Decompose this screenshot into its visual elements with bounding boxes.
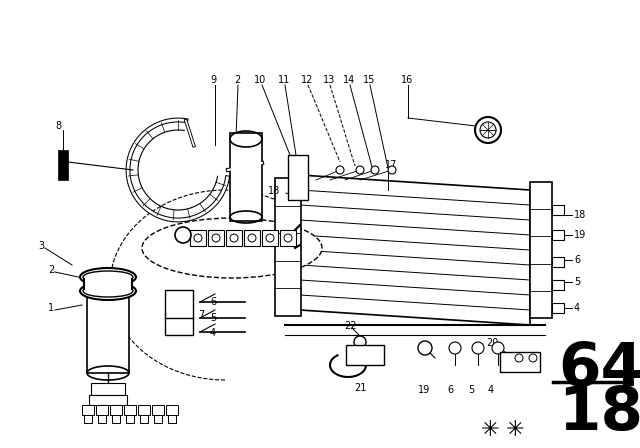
Circle shape — [388, 166, 396, 174]
Circle shape — [492, 342, 504, 354]
Text: 7: 7 — [198, 310, 204, 320]
Bar — [98, 415, 106, 423]
Text: 17: 17 — [385, 160, 397, 170]
Text: 10: 10 — [254, 75, 266, 85]
Bar — [275, 178, 301, 316]
Text: 8: 8 — [55, 121, 61, 131]
Bar — [500, 352, 540, 372]
Text: 16: 16 — [401, 75, 413, 85]
Circle shape — [266, 234, 274, 242]
Text: 20: 20 — [486, 338, 499, 348]
Text: 21: 21 — [354, 383, 366, 393]
Bar — [154, 415, 162, 423]
Text: 3: 3 — [38, 241, 44, 251]
Circle shape — [336, 166, 344, 174]
Circle shape — [248, 234, 256, 242]
Circle shape — [356, 166, 364, 174]
Text: 18: 18 — [574, 210, 586, 220]
Bar — [110, 405, 122, 415]
Bar — [244, 230, 260, 246]
Ellipse shape — [142, 218, 322, 278]
Text: 11: 11 — [278, 75, 291, 85]
Text: 19: 19 — [418, 385, 430, 395]
Text: 5: 5 — [468, 385, 474, 395]
Bar — [226, 230, 242, 246]
Text: ✳: ✳ — [481, 420, 499, 440]
Text: 13: 13 — [323, 75, 335, 85]
Circle shape — [418, 341, 432, 355]
Circle shape — [371, 166, 379, 174]
Bar — [96, 405, 108, 415]
Circle shape — [472, 342, 484, 354]
Bar — [552, 230, 564, 240]
Ellipse shape — [83, 271, 133, 283]
Circle shape — [230, 234, 238, 242]
Circle shape — [480, 122, 496, 138]
Bar — [91, 383, 125, 395]
Bar — [84, 279, 132, 289]
Circle shape — [515, 354, 523, 362]
Text: 18: 18 — [268, 186, 280, 196]
Ellipse shape — [80, 282, 136, 300]
Bar — [280, 230, 296, 246]
Text: 4: 4 — [488, 385, 494, 395]
Bar — [552, 205, 564, 215]
Bar — [166, 405, 178, 415]
Bar — [262, 230, 278, 246]
Circle shape — [175, 227, 191, 243]
Text: 15: 15 — [363, 75, 376, 85]
Text: 2: 2 — [48, 265, 54, 275]
Bar — [58, 150, 68, 180]
Bar — [288, 155, 308, 200]
Bar — [552, 257, 564, 267]
Text: 14: 14 — [343, 75, 355, 85]
Bar — [165, 290, 193, 335]
Bar — [152, 405, 164, 415]
Text: 9: 9 — [210, 75, 216, 85]
Bar — [346, 345, 384, 365]
Bar — [138, 405, 150, 415]
Text: 18: 18 — [558, 384, 640, 443]
Text: 12: 12 — [301, 75, 314, 85]
Text: 5: 5 — [210, 313, 216, 323]
Text: 4: 4 — [574, 303, 580, 313]
Bar — [230, 133, 262, 221]
Ellipse shape — [80, 268, 136, 286]
Text: 6: 6 — [210, 297, 216, 307]
Text: 2: 2 — [234, 75, 240, 85]
Bar — [190, 230, 206, 246]
Ellipse shape — [83, 285, 133, 297]
Bar — [89, 395, 127, 405]
Text: 19: 19 — [574, 230, 586, 240]
Bar — [126, 415, 134, 423]
Bar — [124, 405, 136, 415]
Bar — [168, 415, 176, 423]
Text: 6: 6 — [574, 255, 580, 265]
Circle shape — [449, 342, 461, 354]
Polygon shape — [300, 175, 530, 325]
Bar — [552, 280, 564, 290]
Bar — [87, 295, 129, 373]
Circle shape — [529, 354, 537, 362]
Bar — [84, 415, 92, 423]
Text: 6: 6 — [447, 385, 453, 395]
Bar — [208, 230, 224, 246]
Circle shape — [284, 234, 292, 242]
Text: 64: 64 — [558, 340, 640, 399]
Text: 22: 22 — [344, 321, 356, 331]
Text: 4: 4 — [210, 328, 216, 338]
Circle shape — [354, 336, 366, 348]
Bar — [552, 303, 564, 313]
Text: 1: 1 — [48, 303, 54, 313]
Text: ✳: ✳ — [506, 420, 524, 440]
Circle shape — [475, 117, 501, 143]
Bar — [140, 415, 148, 423]
Bar — [82, 405, 94, 415]
Text: 5: 5 — [574, 277, 580, 287]
Bar — [530, 182, 552, 318]
Circle shape — [194, 234, 202, 242]
Bar — [112, 415, 120, 423]
Circle shape — [212, 234, 220, 242]
